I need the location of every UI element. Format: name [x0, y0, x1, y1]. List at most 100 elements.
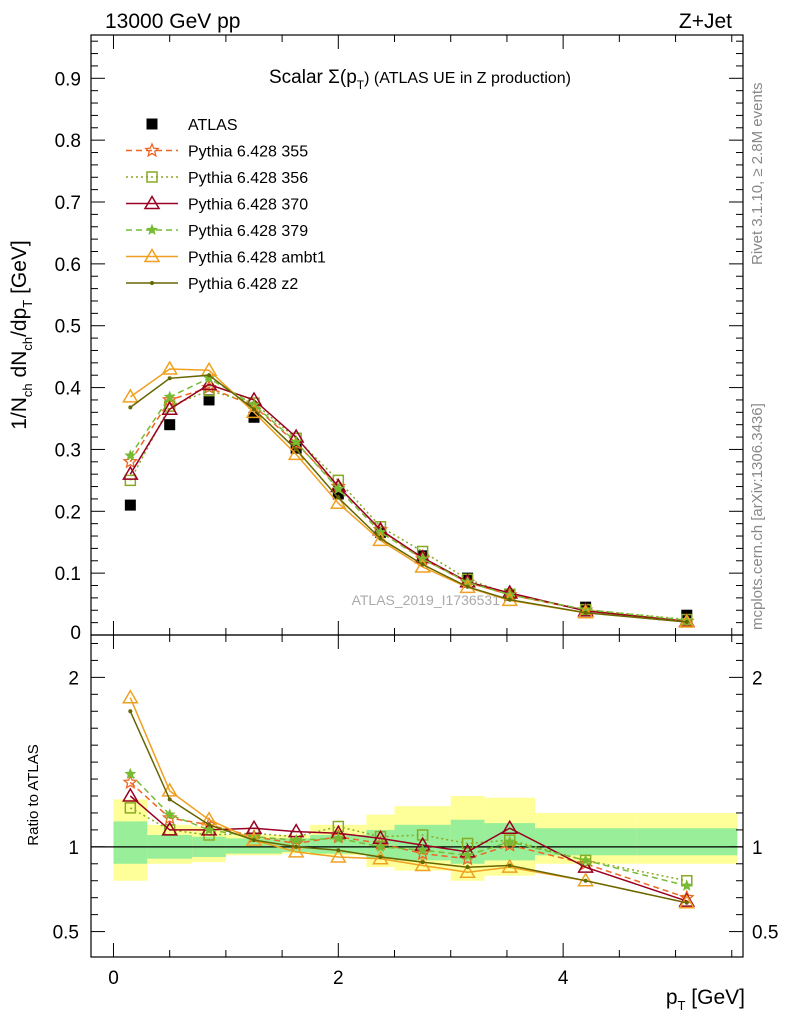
legend-entry: Pythia 6.428 379	[126, 223, 308, 240]
ratio-point	[287, 843, 305, 858]
series-line	[129, 377, 687, 621]
ratio-y-tick-label-right: 0.5	[752, 923, 778, 944]
legend-marker	[144, 142, 160, 158]
ratio-point	[461, 837, 474, 850]
ratio-point	[678, 892, 696, 907]
watermark: ATLAS_2019_I1736531	[352, 592, 501, 608]
data-point	[122, 465, 139, 480]
ratio-point	[680, 879, 693, 891]
mcplots-label: mcplots.cern.ch [arXiv:1306.3436]	[749, 403, 766, 630]
legend-marker	[146, 223, 158, 235]
main-title-sub: T	[357, 78, 365, 92]
ratio-y-tick-label-right: 2	[752, 668, 763, 689]
ratio-point	[579, 854, 592, 866]
y-tick-label: 0.5	[55, 317, 81, 338]
series-pythia-6-428-379	[124, 372, 693, 626]
data-point	[124, 474, 137, 487]
ratio-ylabel: Ratio to ATLAS	[25, 744, 42, 845]
data-point	[122, 453, 139, 469]
data-point	[372, 531, 389, 547]
data-point	[167, 376, 172, 381]
rivet-label: Rivet 3.1.10, ≥ 2.8M events	[749, 83, 766, 266]
header-process-label: Z+Jet	[679, 10, 732, 33]
ratio-point	[416, 829, 429, 841]
ratio-y-tick-label: 2	[68, 668, 79, 689]
ratio-series-pythia-6-428-ambt1	[122, 689, 696, 909]
data-point	[378, 536, 383, 541]
ratio-point	[290, 833, 302, 846]
data-point	[465, 584, 470, 589]
data-point	[290, 435, 303, 448]
ratio-point	[332, 820, 345, 833]
ratio-point	[684, 900, 689, 905]
ratio-point	[252, 838, 256, 843]
legend-marker	[146, 118, 158, 130]
ratio-point	[161, 821, 178, 836]
ratio-point	[122, 689, 139, 704]
ratio-line	[129, 773, 687, 887]
data-point	[332, 488, 344, 500]
legend-label: Pythia 6.428 370	[188, 197, 308, 214]
legend-marker	[143, 195, 161, 210]
data-point	[336, 495, 341, 500]
main-title-main: Scalar Σ(p	[269, 67, 357, 88]
ratio-point	[577, 858, 594, 873]
legend-entry: ATLAS	[146, 117, 238, 134]
ratio-series-pythia-6-428-379	[124, 767, 693, 891]
series-line	[129, 368, 687, 623]
legend-label: Pythia 6.428 355	[188, 144, 308, 161]
legend-entry: Pythia 6.428 370	[126, 195, 308, 214]
ratio-panel: 0.5 0.5 1 1 2 2 0 2 4 Ratio to ATLAS pT [GeV]	[25, 634, 778, 1013]
ratio-point	[122, 787, 139, 802]
ratio-point	[378, 855, 383, 860]
data-point	[163, 390, 176, 402]
legend-entry: Pythia 6.428 ambt1	[126, 248, 326, 267]
ratio-point	[330, 848, 347, 863]
ratio-point	[501, 819, 519, 834]
series-atlas	[124, 394, 693, 621]
ratio-point	[124, 802, 137, 814]
ratio-data-marks	[122, 689, 696, 909]
series-line	[129, 386, 687, 623]
ratio-axis-ticks: 0.5 0.5 1 1 2 2 0 2 4	[53, 635, 778, 989]
ratio-y-tick-label: 0.5	[53, 923, 79, 944]
ratio-point	[416, 844, 429, 856]
data-point	[583, 610, 588, 615]
main-data-marks	[122, 360, 696, 629]
data-point	[128, 405, 133, 410]
main-panel: 0.1 0.2 0.3 0.4 0.5 0.6 0.7 0.8 0.9 0 ATLAS_2019_…	[8, 34, 744, 644]
ratio-uncertainty-bands	[91, 796, 743, 881]
main-ylabel: 1/Nch dNch/dpT [GeV]	[8, 240, 35, 430]
data-point	[420, 562, 425, 567]
data-point	[332, 482, 345, 495]
y-tick-label: 0.6	[55, 255, 81, 276]
legend-label: Pythia 6.428 z2	[188, 276, 298, 293]
y-tick-label: 0.3	[55, 440, 81, 461]
ratio-point	[207, 822, 212, 827]
y-tick-label: 0.4	[55, 379, 82, 400]
data-point	[124, 499, 136, 511]
legend-entry: Pythia 6.428 356	[126, 170, 308, 187]
ratio-plot-frame	[90, 634, 744, 958]
ratio-point	[420, 860, 425, 865]
ratio-y-tick-label: 1	[68, 838, 79, 859]
ratio-line	[129, 795, 688, 902]
data-point	[161, 360, 178, 375]
legend-entry: Pythia 6.428 z2	[126, 276, 298, 293]
ratio-line	[129, 710, 687, 904]
ratio-point	[507, 863, 512, 868]
data-point	[252, 407, 256, 412]
ratio-point	[167, 797, 172, 802]
data-point	[207, 373, 212, 378]
y-tick-label-zero: 0	[70, 623, 81, 644]
ratio-point	[336, 848, 341, 853]
data-point	[294, 447, 299, 452]
ratio-point	[294, 844, 299, 849]
ratio-line	[129, 781, 688, 899]
ratio-point	[465, 865, 470, 870]
data-point	[330, 494, 347, 509]
main-title: Scalar Σ(pT) (ATLAS UE in Z production)	[269, 67, 571, 92]
series-line	[129, 383, 687, 623]
legend-label: ATLAS	[188, 117, 238, 134]
